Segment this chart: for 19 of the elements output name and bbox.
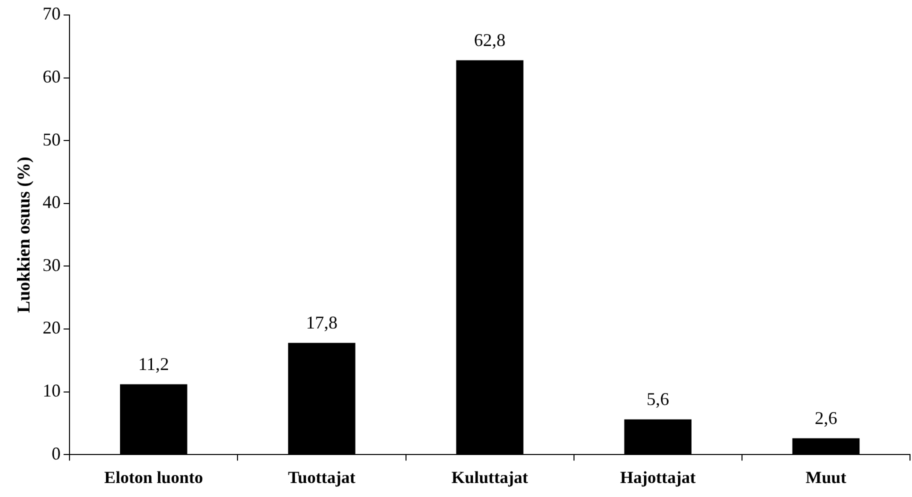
y-axis-title: Luokkien osuus (%)	[13, 156, 34, 313]
y-tick-label: 20	[42, 318, 61, 338]
data-label: 11,2	[138, 354, 170, 374]
x-tick-label: Hajottajat	[620, 468, 696, 488]
data-label: 62,8	[474, 30, 506, 50]
y-tick-label: 30	[42, 254, 61, 275]
x-tick-label: Eloton luonto	[104, 468, 204, 488]
x-tick-label: Tuottajat	[288, 468, 356, 488]
x-tick-label: Muut	[806, 468, 847, 488]
x-tick-label: Kuluttajat	[452, 468, 528, 488]
y-tick-label: 60	[42, 66, 61, 87]
data-label: 5,6	[646, 389, 670, 410]
data-label: 2,6	[814, 408, 838, 428]
data-label: 17,8	[306, 312, 338, 333]
y-tick-label: 70	[42, 4, 61, 24]
y-tick-label: 10	[42, 380, 61, 401]
y-tick-label: 0	[52, 443, 61, 464]
y-tick-label: 40	[42, 192, 61, 212]
y-tick-label: 50	[42, 129, 61, 150]
